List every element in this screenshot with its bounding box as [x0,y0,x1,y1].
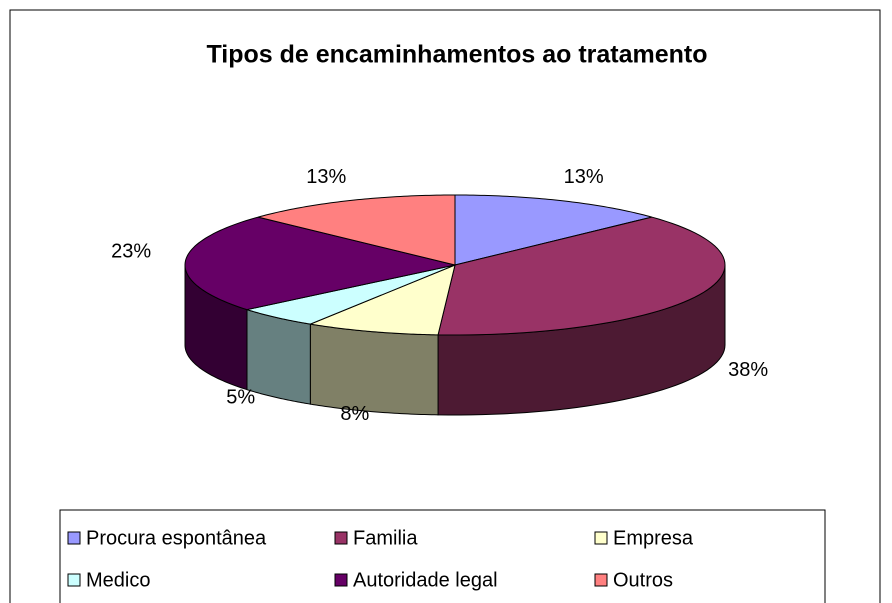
legend-border [59,509,826,603]
data-label: 5% [226,386,255,408]
data-label: 13% [564,166,604,188]
legend-swatch [334,573,348,587]
legend-swatch [594,573,608,587]
data-label: 23% [111,241,151,263]
chart-title: Tipos de encaminhamentos ao tratamento [206,41,707,69]
legend-label: Autoridade legal [353,569,498,591]
data-label: 8% [340,403,369,425]
legend-swatch [67,531,81,545]
legend-label: Procura espontânea [86,527,267,549]
slice [258,194,456,266]
legend-label: Outros [613,569,673,591]
data-label: 13% [306,166,346,188]
slice [184,216,456,311]
legend-label: Familia [353,527,418,549]
legend-label: Medico [86,569,150,591]
chart-border [9,9,881,603]
legend-swatch [67,573,81,587]
slice [437,216,726,336]
slice-side [309,323,439,416]
slice-side [246,308,311,405]
legend-swatch [594,531,608,545]
legend-label: Empresa [613,527,694,549]
data-label: 38% [728,359,768,381]
slice [454,194,652,266]
slice [308,264,456,336]
legend-swatch [334,531,348,545]
slice [244,264,456,325]
